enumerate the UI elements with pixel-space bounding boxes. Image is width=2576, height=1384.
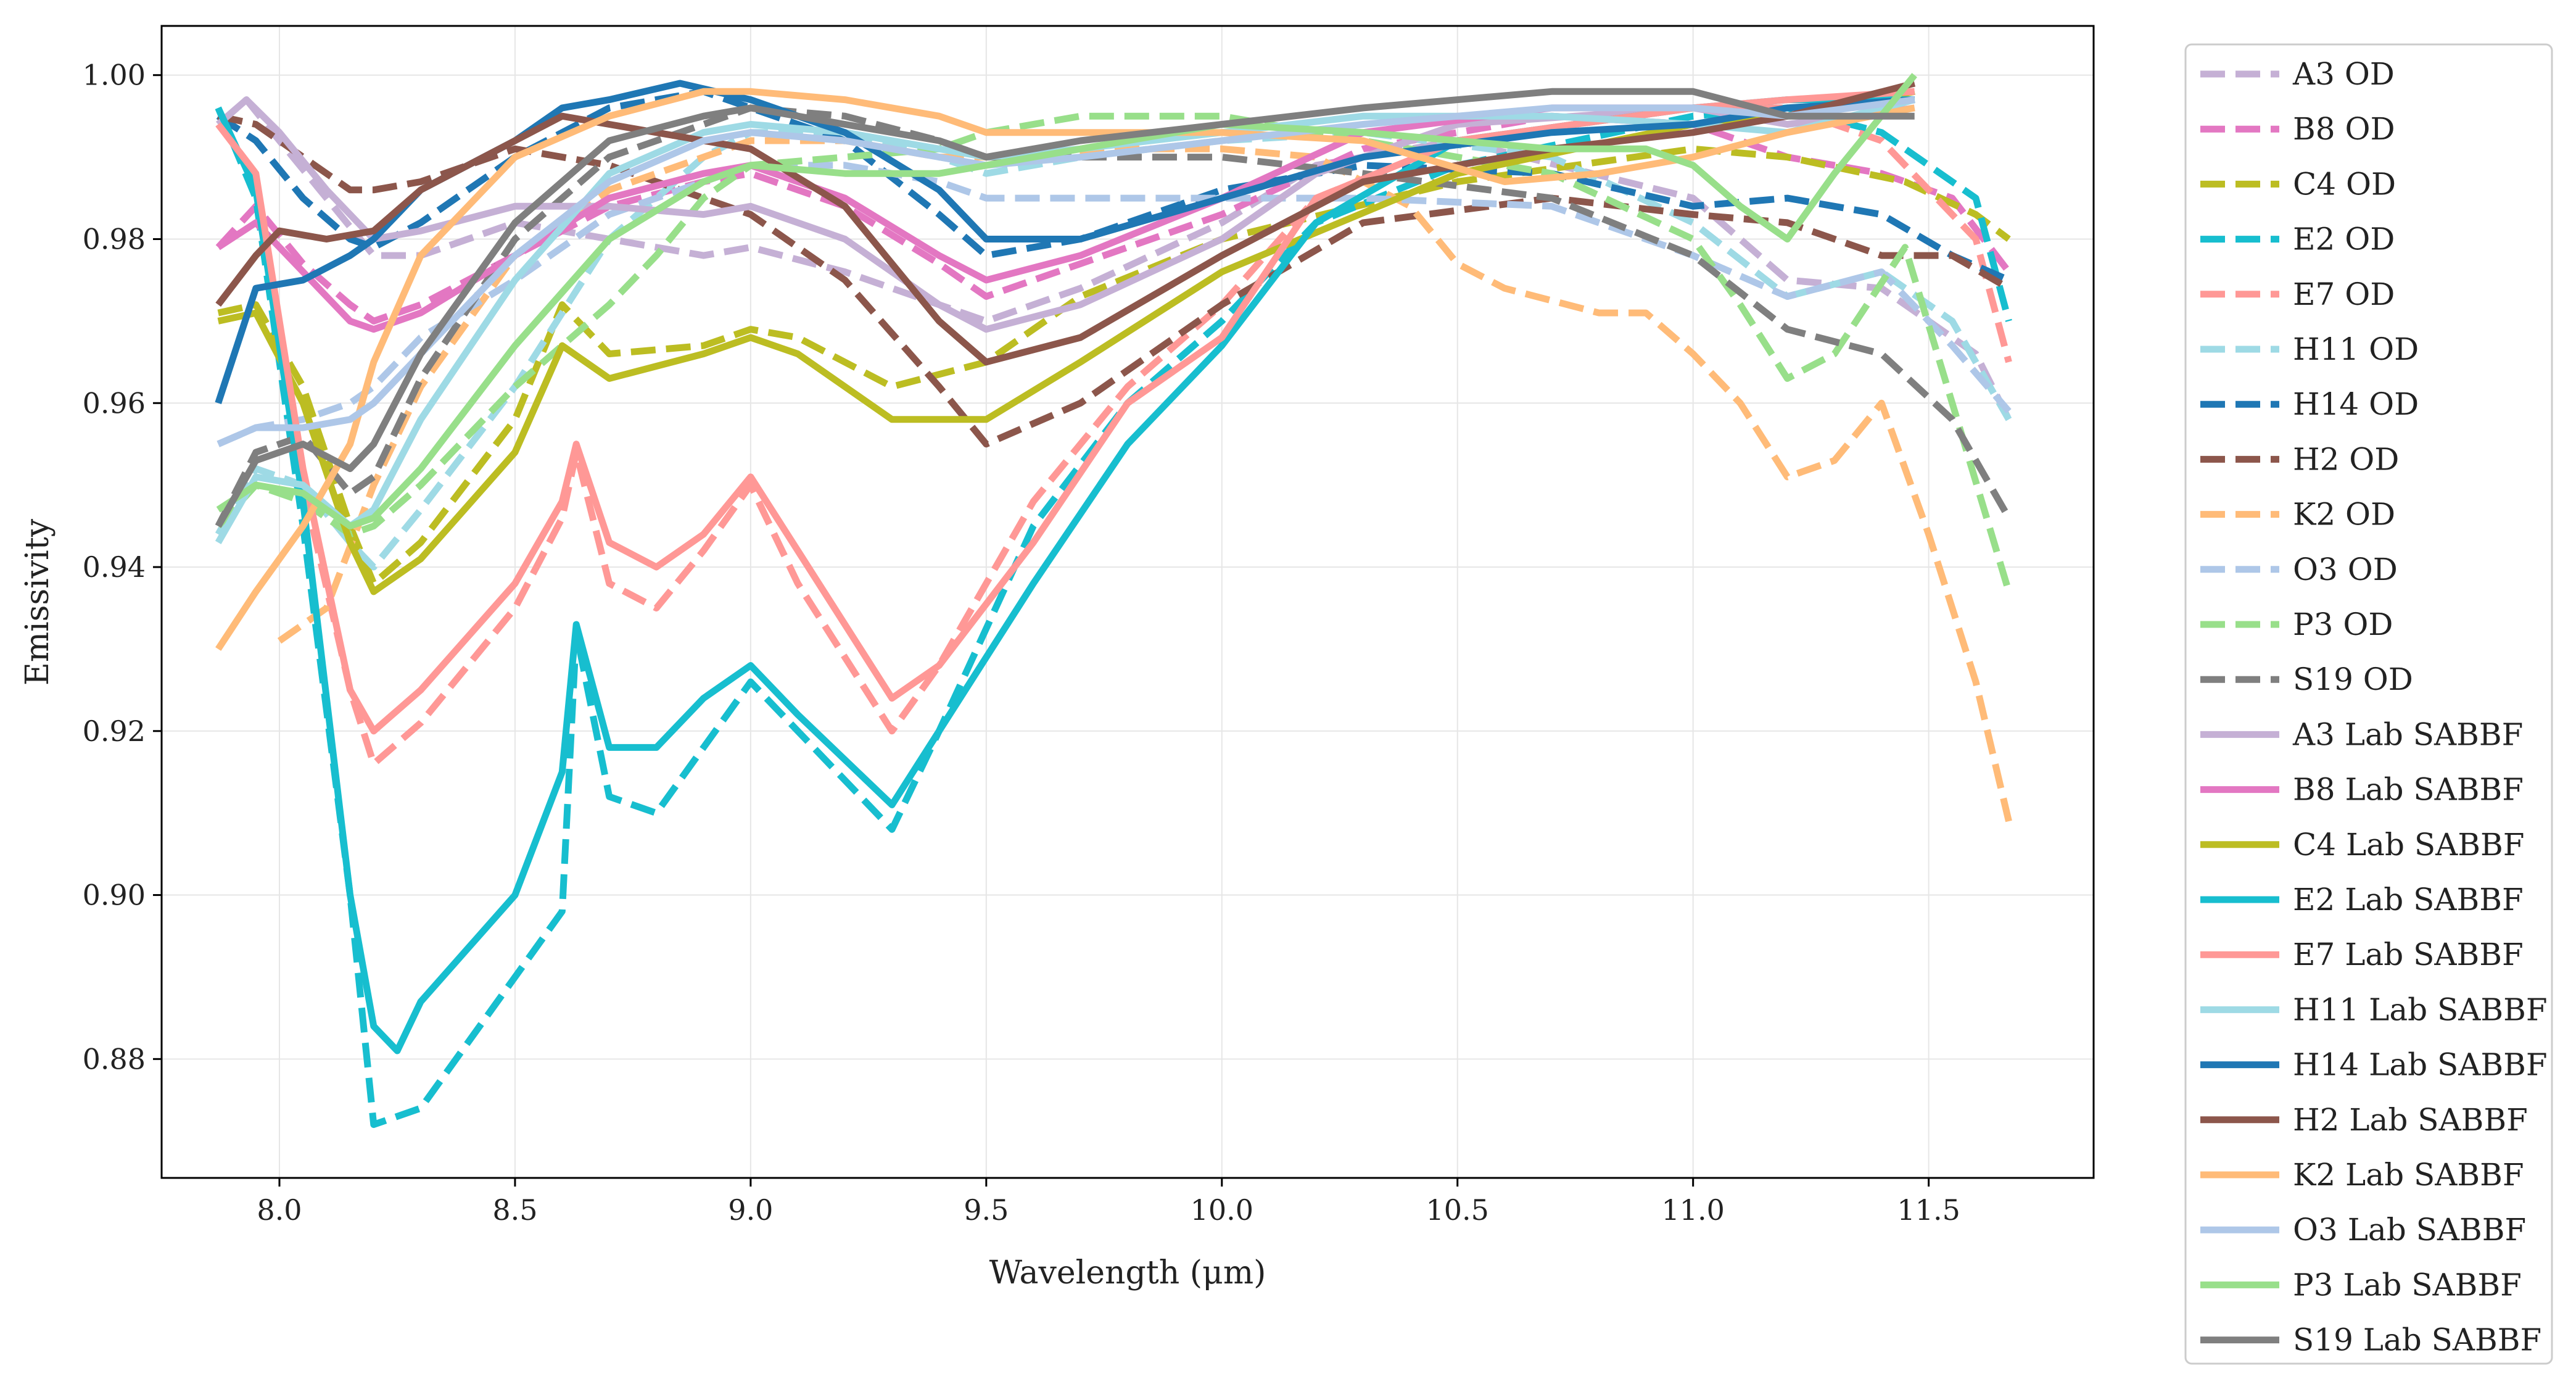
x-tick-label: 8.5 — [492, 1193, 537, 1227]
series-line-h2-od — [217, 112, 2011, 448]
legend-label: C4 OD — [2293, 166, 2396, 202]
legend-label: P3 Lab SABBF — [2293, 1267, 2522, 1303]
legend-label: H14 Lab SABBF — [2293, 1047, 2548, 1083]
series-line-s19-lab-sabbf — [215, 88, 1915, 528]
x-tick-label: 8.0 — [257, 1193, 302, 1227]
series-line-e2-lab-sabbf — [215, 96, 1915, 1055]
legend-label: K2 Lab SABBF — [2293, 1157, 2524, 1193]
x-axis-ticks: 8.0 8.5 9.0 9.5 10.0 10.5 11.0 11.5 — [257, 1178, 1960, 1227]
x-tick-label: 11.5 — [1897, 1193, 1960, 1227]
y-tick-label: 0.92 — [83, 715, 146, 748]
legend: A3 OD B8 OD C4 OD E2 OD E7 OD H11 OD H14 OD H2 … — [2184, 43, 2553, 1365]
series-group — [215, 73, 2012, 1129]
y-tick-label: 0.94 — [83, 550, 146, 584]
legend-label: A3 OD — [2292, 56, 2395, 92]
legend-label: H2 Lab SABBF — [2293, 1102, 2528, 1138]
plot-frame — [160, 25, 2095, 1179]
y-tick-label: 0.98 — [83, 222, 146, 255]
x-tick-label: 10.0 — [1191, 1193, 1253, 1227]
legend-label: B8 OD — [2293, 111, 2395, 147]
legend-label: H2 OD — [2293, 441, 2399, 477]
legend-label: S19 OD — [2293, 661, 2413, 697]
x-tick-label: 9.0 — [728, 1193, 773, 1227]
legend-label: E7 Lab SABBF — [2293, 937, 2524, 972]
series-line-c4-od — [217, 145, 2011, 587]
x-axis-label: Wavelength (μm) — [989, 1254, 1266, 1291]
legend-label: E2 OD — [2293, 222, 2395, 257]
y-tick-label: 0.88 — [83, 1042, 146, 1075]
legend-label: E7 OD — [2293, 276, 2395, 312]
series-line-p3-lab-sabbf — [216, 73, 1917, 530]
y-axis-ticks: 0.88 0.90 0.92 0.94 0.96 0.98 1.00 — [83, 59, 162, 1075]
series-line-b8-od — [215, 112, 2012, 325]
legend-label: A3 Lab SABBF — [2292, 716, 2523, 752]
y-tick-label: 0.96 — [83, 386, 146, 420]
series-line-o3-lab-sabbf — [217, 96, 1915, 447]
legend-label: B8 Lab SABBF — [2293, 772, 2524, 808]
legend-label: H14 OD — [2293, 386, 2419, 422]
y-tick-label: 0.90 — [83, 879, 146, 912]
legend-label: O3 Lab SABBF — [2293, 1212, 2526, 1248]
series-line-s19-od — [215, 104, 2012, 528]
legend-label: H11 OD — [2293, 331, 2419, 367]
series-line-e7-lab-sabbf — [215, 88, 1915, 735]
legend-label: O3 OD — [2293, 552, 2398, 587]
x-tick-label: 10.5 — [1426, 1193, 1489, 1227]
legend-label: P3 OD — [2293, 607, 2393, 642]
legend-label: K2 OD — [2293, 497, 2395, 532]
legend-label: S19 Lab SABBF — [2293, 1322, 2541, 1358]
y-axis-label: Emissivity — [19, 518, 56, 686]
series-line-h11-od — [215, 129, 2012, 571]
x-tick-label: 9.5 — [964, 1193, 1009, 1227]
x-tick-label: 11.0 — [1661, 1193, 1724, 1227]
legend-label: H11 Lab SABBF — [2293, 992, 2548, 1027]
legend-label: E2 Lab SABBF — [2293, 882, 2524, 918]
legend-label: C4 Lab SABBF — [2293, 827, 2524, 863]
legend-box — [2184, 43, 2553, 1365]
series-line-c4-lab-sabbf — [217, 88, 1915, 595]
y-tick-label: 1.00 — [83, 59, 146, 92]
series-line-a3-lab-sabbf — [216, 96, 1915, 333]
series-line-h2-lab-sabbf — [215, 80, 1916, 366]
